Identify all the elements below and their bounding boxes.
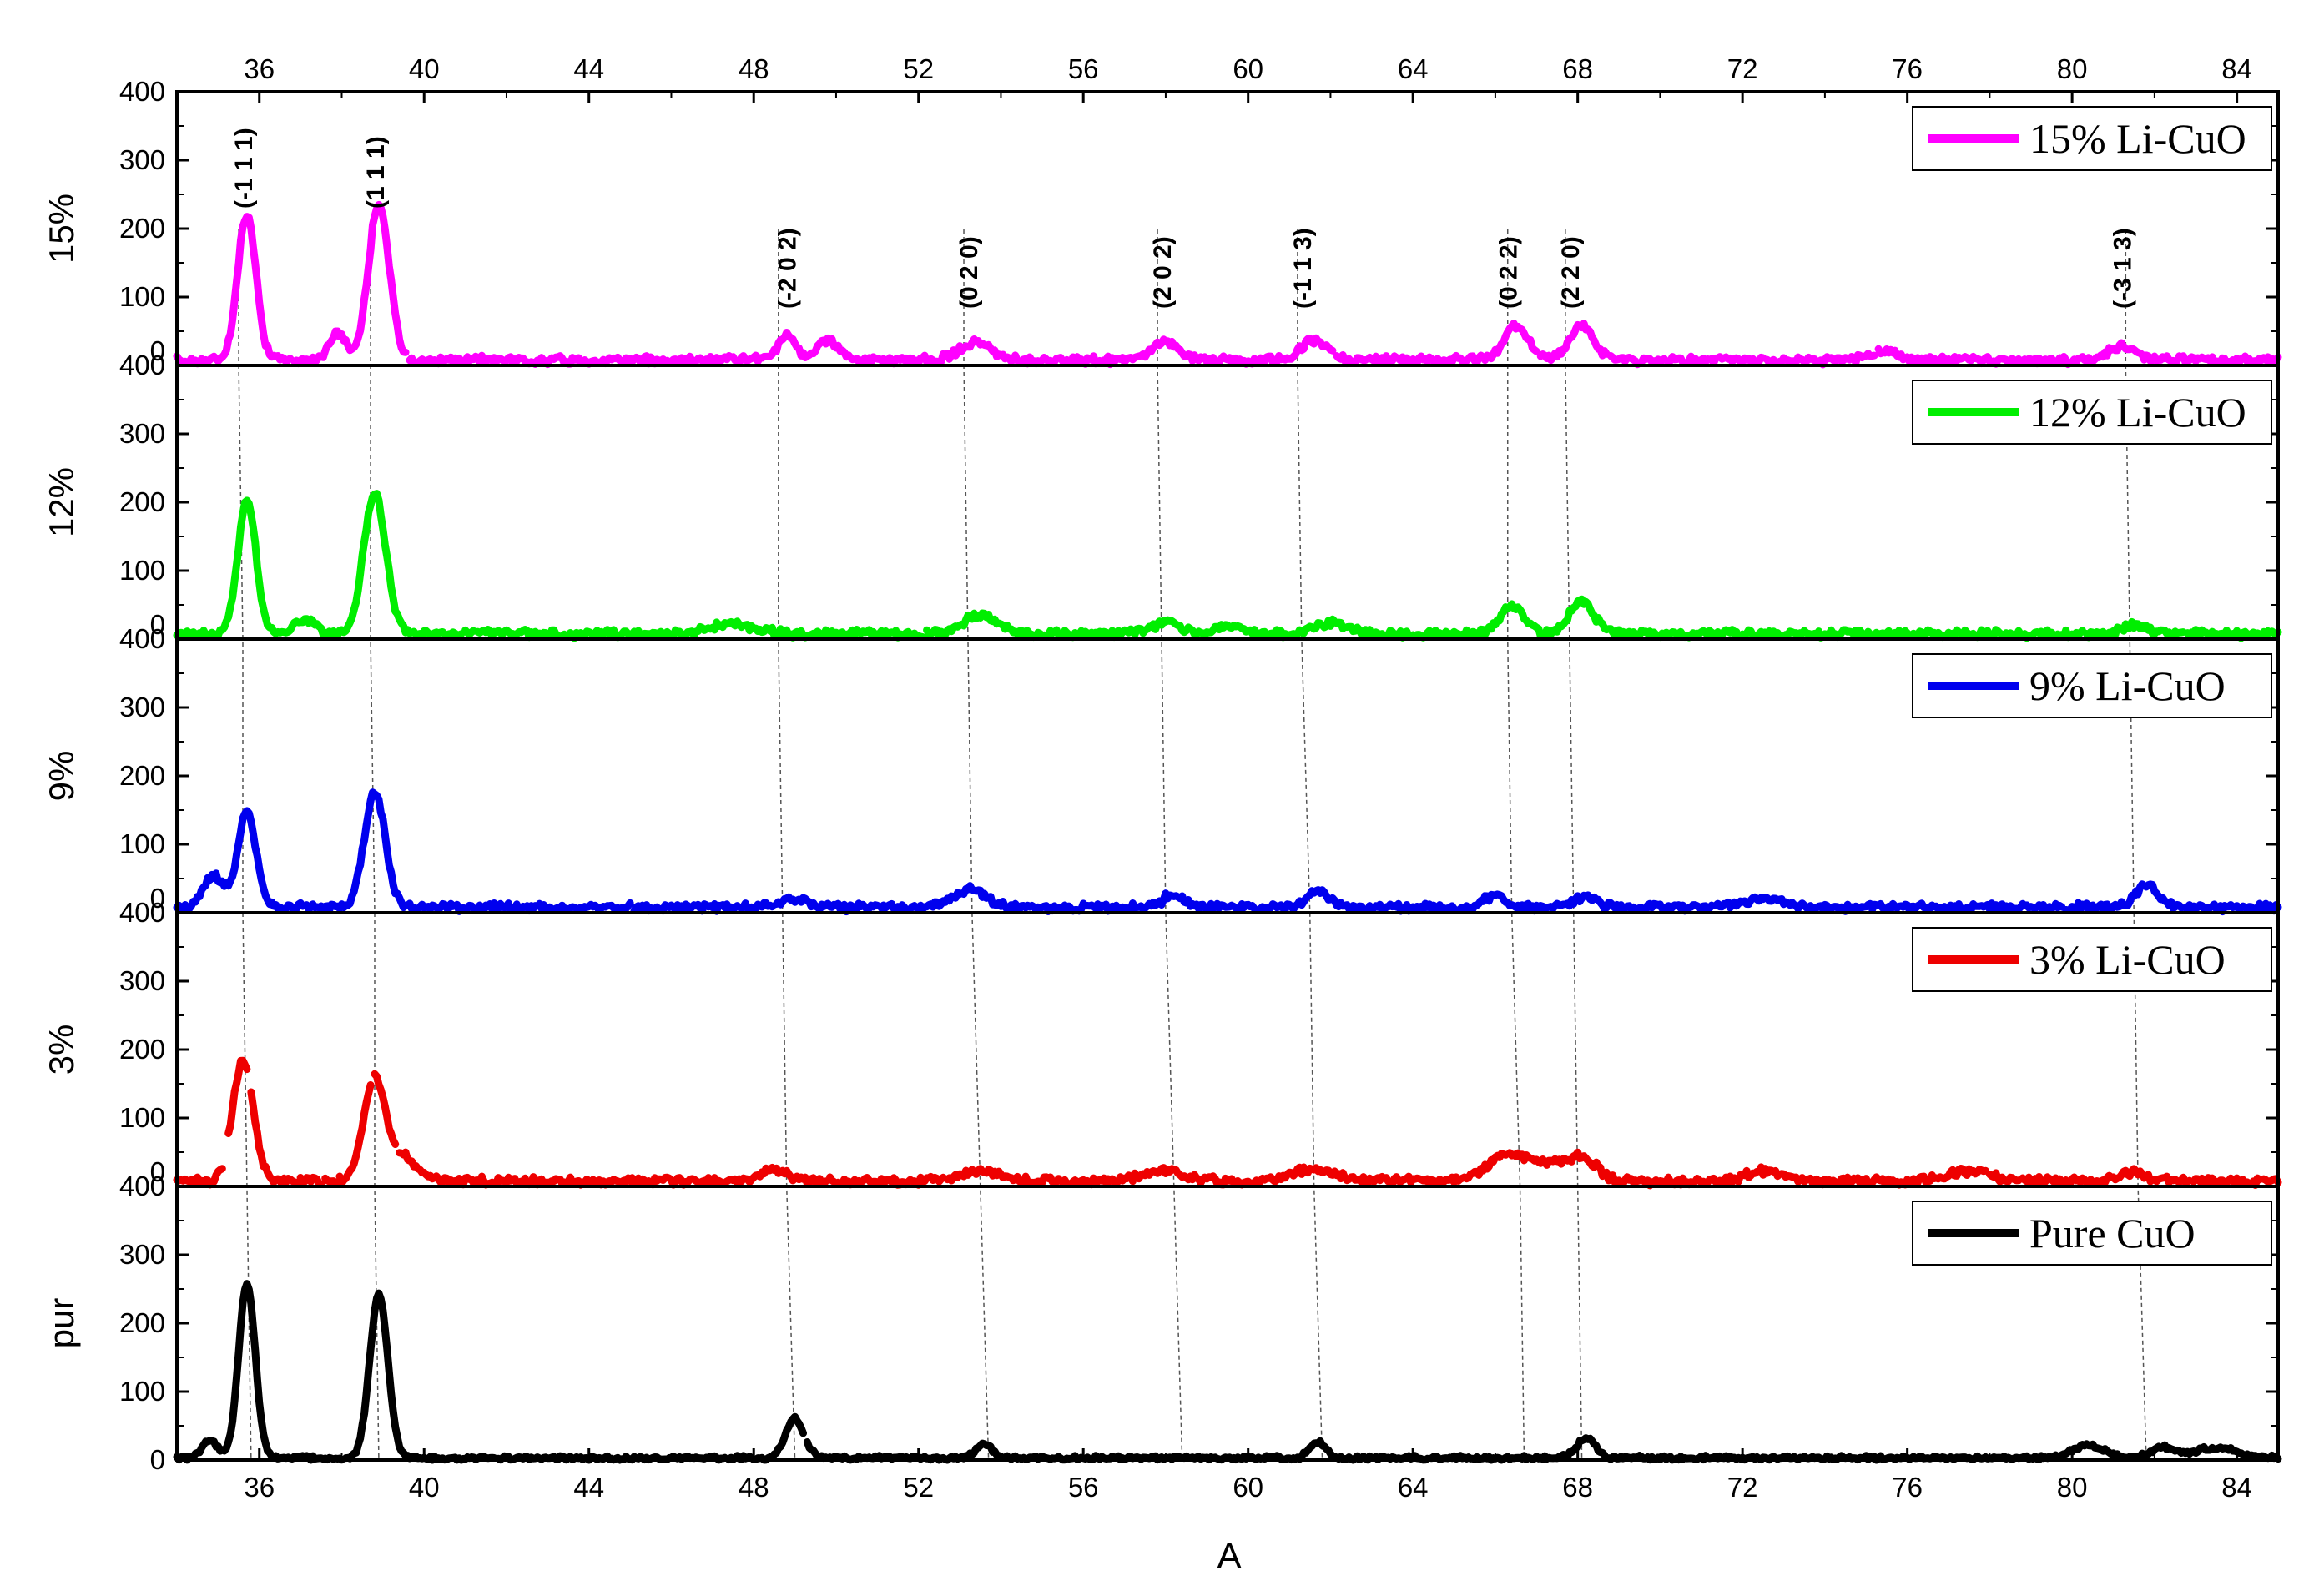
y-tick-label: 300 bbox=[119, 692, 165, 722]
y-tick-label: 0 bbox=[150, 335, 165, 366]
x-tick-label: 84 bbox=[2221, 1472, 2252, 1503]
x-tick-label-top: 84 bbox=[2221, 53, 2252, 84]
x-tick-label-top: 76 bbox=[1892, 53, 1923, 84]
x-tick-label: 68 bbox=[1562, 1472, 1593, 1503]
series-line-4 bbox=[173, 1280, 2282, 1464]
x-tick-label: 36 bbox=[244, 1472, 275, 1503]
legend-label-1: 12% Li-CuO bbox=[2029, 389, 2246, 436]
peak-annotation-7: (2 2 0) bbox=[1557, 236, 1585, 309]
guide-lines bbox=[238, 229, 2147, 1461]
tick-marks bbox=[177, 90, 2278, 1462]
x-tick-label: 64 bbox=[1398, 1472, 1429, 1503]
guide-line-2 bbox=[778, 229, 796, 1461]
y-tick-label: 0 bbox=[150, 883, 165, 914]
peak-annotation-6: (0 2 2) bbox=[1495, 236, 1523, 309]
peak-annotations: (-1 1 1) (1 1 1) (-2 0 2) (0 2 0) (2 0 2) (-1… bbox=[230, 128, 2136, 309]
panel-ylabel-4: pur bbox=[42, 1298, 81, 1349]
series-line-3 bbox=[173, 1056, 2282, 1190]
guide-line-6 bbox=[1506, 229, 1525, 1461]
panel-ylabel-0: 15% bbox=[42, 194, 81, 264]
x-tick-label-top: 80 bbox=[2057, 53, 2088, 84]
peak-annotation-8: (-3 1 3) bbox=[2109, 228, 2136, 309]
guide-line-1 bbox=[370, 229, 380, 1461]
x-tick-label-top: 64 bbox=[1398, 53, 1429, 84]
peak-annotation-3: (0 2 0) bbox=[955, 236, 983, 309]
legend-label-3: 3% Li-CuO bbox=[2029, 936, 2226, 983]
y-tick-label: 100 bbox=[119, 828, 165, 859]
y-tick-label: 200 bbox=[119, 213, 165, 244]
x-tick-label-top: 44 bbox=[573, 53, 604, 84]
peak-annotation-5: (-1 1 3) bbox=[1289, 228, 1317, 309]
legend-label-2: 9% Li-CuO bbox=[2029, 662, 2226, 709]
x-tick-label-top: 56 bbox=[1068, 53, 1099, 84]
guide-line-3 bbox=[963, 229, 990, 1461]
peak-annotation-1: (1 1 1) bbox=[362, 136, 390, 209]
y-tick-label: 100 bbox=[119, 1102, 165, 1133]
y-tick-label: 200 bbox=[119, 1034, 165, 1065]
peak-annotation-0: (-1 1 1) bbox=[230, 128, 258, 209]
y-tick-label: 200 bbox=[119, 760, 165, 791]
x-tick-label: 52 bbox=[903, 1472, 934, 1503]
x-tick-label-top: 36 bbox=[244, 53, 275, 84]
legends: 15% Li-CuO 12% Li-CuO 9% Li-CuO 3% Li-CuO Pu… bbox=[1912, 106, 2272, 1266]
y-tick-label: 300 bbox=[119, 418, 165, 449]
panel-ylabel-2: 9% bbox=[42, 751, 81, 802]
y-tick-label: 400 bbox=[119, 76, 165, 107]
peak-annotation-4: (2 0 2) bbox=[1149, 236, 1177, 309]
tick-labels: 010020030040015%010020030040012%01002003… bbox=[42, 53, 2252, 1503]
y-tick-label: 300 bbox=[119, 965, 165, 996]
legend-label-0: 15% Li-CuO bbox=[2029, 115, 2246, 162]
x-tick-label-top: 72 bbox=[1727, 53, 1758, 84]
y-tick-label: 300 bbox=[119, 1239, 165, 1270]
guide-line-7 bbox=[1565, 229, 1583, 1461]
y-tick-label: 100 bbox=[119, 555, 165, 586]
y-tick-label: 0 bbox=[150, 1156, 165, 1187]
x-tick-label: 40 bbox=[409, 1472, 440, 1503]
x-tick-label: 56 bbox=[1068, 1472, 1099, 1503]
y-tick-label: 200 bbox=[119, 486, 165, 517]
y-tick-label: 400 bbox=[119, 350, 165, 380]
legend-label-4: Pure CuO bbox=[2029, 1210, 2196, 1256]
series-traces bbox=[173, 200, 2282, 1464]
x-tick-label: 76 bbox=[1892, 1472, 1923, 1503]
series-line-2 bbox=[173, 788, 2282, 916]
x-tick-label-top: 60 bbox=[1233, 53, 1263, 84]
x-axis-title: A bbox=[1217, 1536, 1242, 1577]
x-tick-label: 80 bbox=[2057, 1472, 2088, 1503]
x-tick-label: 72 bbox=[1727, 1472, 1758, 1503]
guide-line-0 bbox=[238, 229, 252, 1461]
x-tick-label-top: 52 bbox=[903, 53, 934, 84]
y-tick-label: 300 bbox=[119, 144, 165, 175]
y-tick-label: 200 bbox=[119, 1307, 165, 1338]
series-line-0 bbox=[173, 200, 2282, 369]
y-tick-label: 100 bbox=[119, 1376, 165, 1407]
x-tick-label: 44 bbox=[573, 1472, 604, 1503]
peak-annotation-2: (-2 0 2) bbox=[774, 228, 802, 309]
y-tick-label: 100 bbox=[119, 281, 165, 312]
x-tick-label-top: 68 bbox=[1562, 53, 1593, 84]
series-line-1 bbox=[173, 490, 2282, 642]
y-tick-label: 400 bbox=[119, 897, 165, 928]
x-tick-label: 48 bbox=[739, 1472, 769, 1503]
panel-ylabel-3: 3% bbox=[42, 1025, 81, 1075]
guide-line-5 bbox=[1297, 229, 1323, 1461]
x-tick-label-top: 48 bbox=[739, 53, 769, 84]
x-tick-label-top: 40 bbox=[409, 53, 440, 84]
y-tick-label: 400 bbox=[119, 1171, 165, 1201]
y-tick-label: 0 bbox=[150, 1444, 165, 1475]
y-tick-label: 400 bbox=[119, 623, 165, 654]
x-tick-label: 60 bbox=[1233, 1472, 1263, 1503]
guide-line-4 bbox=[1157, 229, 1183, 1461]
panel-ylabel-1: 12% bbox=[42, 467, 81, 537]
y-tick-label: 0 bbox=[150, 609, 165, 640]
